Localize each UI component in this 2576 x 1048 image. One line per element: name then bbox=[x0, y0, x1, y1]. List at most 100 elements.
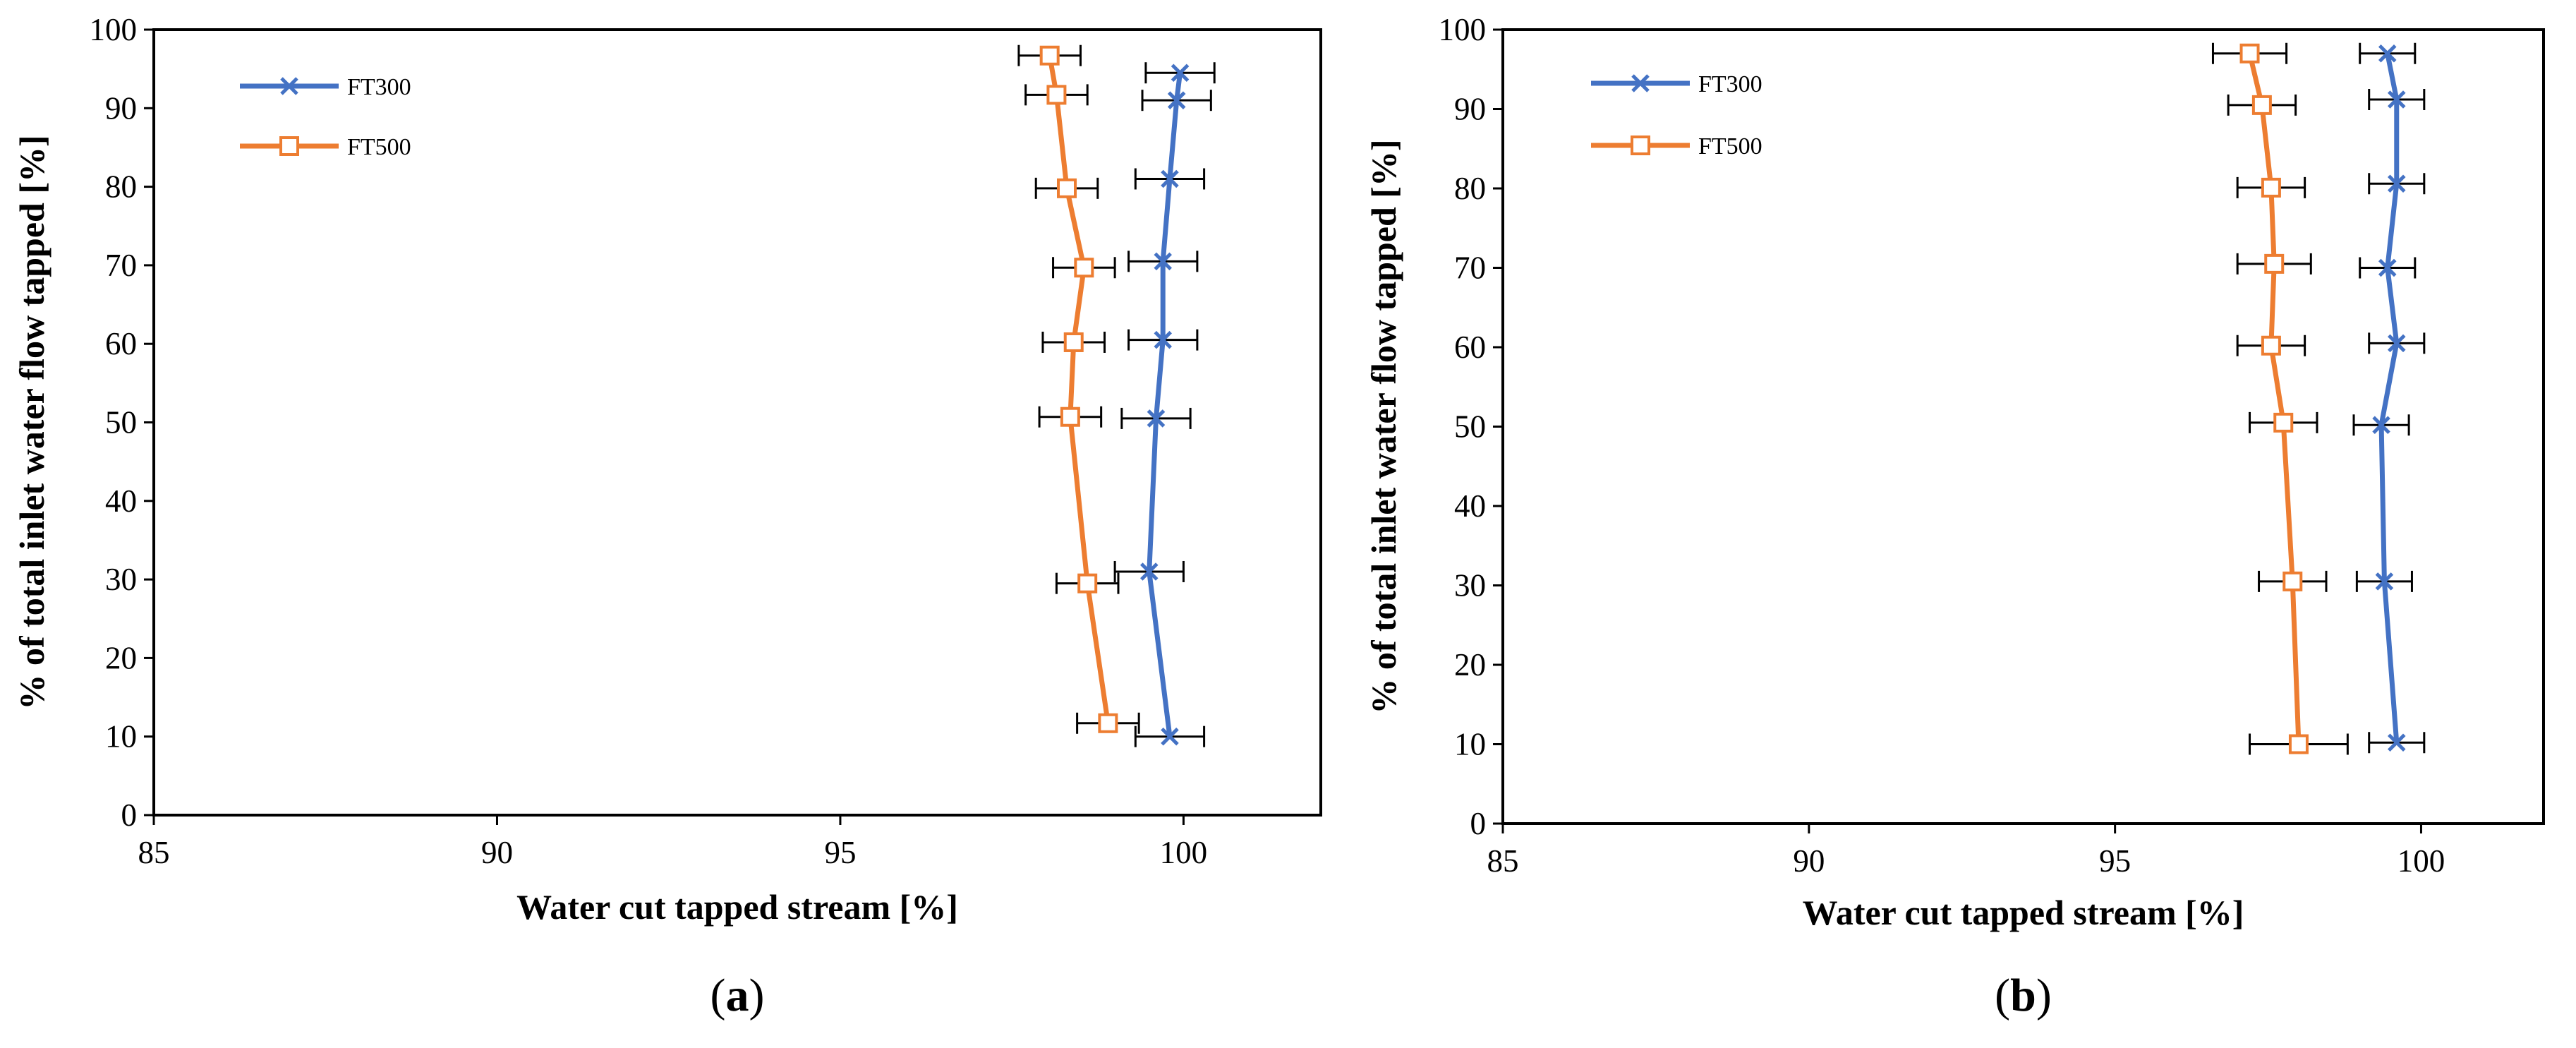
data-point bbox=[1098, 713, 1118, 733]
y-tick-label: 20 bbox=[1454, 647, 1486, 682]
panel-label: (b) bbox=[1995, 970, 2052, 1021]
legend-label: FT500 bbox=[1698, 133, 1762, 159]
x-tick-label: 85 bbox=[138, 835, 170, 870]
panel-b: 0 10 20 30 40 50 60 70 80 90 100 85 90 95 100 Water cut… bbox=[1364, 12, 2545, 1021]
panel-a: 0 10 20 30 40 50 60 70 80 90 100 85 90 95 100 Water cut… bbox=[12, 12, 1322, 1021]
y-tick-label: 20 bbox=[105, 640, 137, 675]
data-point-x bbox=[2387, 174, 2406, 193]
panel-label-open: ( bbox=[1995, 970, 2010, 1021]
y-tick-label: 30 bbox=[105, 562, 137, 597]
x-tick-label: 95 bbox=[2099, 843, 2131, 879]
legend-marker bbox=[1631, 74, 1650, 92]
series-line bbox=[2247, 52, 2302, 745]
data-point bbox=[1154, 252, 1172, 271]
data-point bbox=[1060, 406, 1080, 427]
legend-marker bbox=[1631, 135, 1650, 155]
data-point bbox=[2372, 416, 2390, 435]
legend-entry-ft300: FT300 bbox=[240, 74, 411, 100]
y-tick-label: 50 bbox=[1454, 409, 1486, 445]
series-line bbox=[1147, 72, 1183, 737]
y-axis-title: % of total inlet water flow tapped [%] bbox=[12, 135, 52, 709]
series-line bbox=[2378, 53, 2400, 743]
data-point bbox=[2375, 572, 2394, 591]
x-tick-label: 100 bbox=[1160, 835, 1208, 870]
y-tick-label: 40 bbox=[1454, 488, 1486, 524]
x-tick-label: 95 bbox=[824, 835, 856, 870]
y-tick-label: 0 bbox=[121, 797, 138, 833]
legend-label: FT500 bbox=[347, 134, 411, 160]
data-point bbox=[1077, 573, 1098, 594]
y-tick-label: 90 bbox=[105, 90, 137, 126]
panel-label: (a) bbox=[710, 970, 765, 1021]
data-point bbox=[2261, 177, 2281, 198]
data-point-x bbox=[1154, 252, 1172, 271]
data-point-x bbox=[1171, 64, 1190, 82]
y-tick-label: 80 bbox=[105, 169, 137, 205]
series-ft300 bbox=[2352, 42, 2426, 754]
data-point bbox=[1161, 727, 1179, 746]
panel-label-close: ) bbox=[2036, 970, 2052, 1021]
x-tick-label: 100 bbox=[2397, 843, 2445, 879]
legend-label: FT300 bbox=[347, 74, 411, 100]
data-point-x bbox=[1139, 562, 1159, 581]
y-tick-label: 70 bbox=[1454, 251, 1486, 286]
series-ft500 bbox=[1017, 44, 1140, 734]
y-axis-title: % of total inlet water flow tapped [%] bbox=[1364, 139, 1403, 713]
legend-entry-ft300: FT300 bbox=[1591, 71, 1762, 97]
data-point bbox=[2387, 733, 2406, 752]
data-point bbox=[2251, 95, 2272, 115]
data-point bbox=[2387, 174, 2406, 193]
series-ft300 bbox=[1113, 62, 1216, 747]
x-tick-label: 90 bbox=[1793, 843, 1825, 879]
data-point-x bbox=[1154, 330, 1172, 349]
panel-label-letter: b bbox=[2010, 970, 2036, 1021]
data-point bbox=[2378, 44, 2397, 63]
data-point bbox=[1039, 45, 1060, 66]
y-tick-label: 100 bbox=[1439, 12, 1487, 47]
panel-label-letter: a bbox=[726, 970, 749, 1021]
x-axis-title: Water cut tapped stream [%] bbox=[1803, 893, 2244, 932]
data-point-x bbox=[2372, 416, 2390, 435]
legend-entry-ft500: FT500 bbox=[240, 134, 411, 160]
y-tick-label: 70 bbox=[105, 248, 137, 283]
series-line bbox=[1047, 55, 1111, 724]
plot-frame bbox=[1501, 28, 2545, 825]
data-point bbox=[1147, 409, 1166, 428]
data-point-x bbox=[2378, 258, 2397, 277]
x-axis-title: Water cut tapped stream [%] bbox=[516, 887, 958, 927]
y-tick-label: 10 bbox=[105, 719, 137, 754]
y-tick-label: 60 bbox=[1454, 330, 1486, 365]
y-tick-label: 30 bbox=[1454, 568, 1486, 603]
legend-label: FT300 bbox=[1698, 71, 1762, 97]
y-tick-label: 50 bbox=[105, 405, 137, 440]
y-tick-label: 0 bbox=[1470, 806, 1487, 841]
data-point-x bbox=[1161, 169, 1179, 188]
series-ft500 bbox=[2211, 42, 2349, 755]
data-point bbox=[1063, 332, 1084, 352]
data-point bbox=[1057, 178, 1077, 198]
data-point bbox=[1046, 85, 1067, 105]
x-tick-label: 85 bbox=[1487, 843, 1519, 879]
legend-marker bbox=[279, 136, 299, 156]
data-point bbox=[1139, 562, 1159, 581]
x-tick-label: 90 bbox=[481, 835, 513, 870]
data-point bbox=[1171, 64, 1190, 82]
data-point bbox=[2239, 43, 2260, 64]
data-point-x bbox=[2387, 733, 2406, 752]
legend-marker bbox=[280, 77, 298, 95]
data-point bbox=[2387, 334, 2406, 353]
data-point bbox=[2282, 571, 2303, 591]
y-tick-label: 10 bbox=[1454, 727, 1486, 762]
data-point bbox=[1161, 169, 1179, 188]
y-tick-label: 100 bbox=[90, 12, 138, 47]
data-point bbox=[2288, 734, 2309, 754]
y-tick-label: 80 bbox=[1454, 171, 1486, 206]
y-tick-label: 60 bbox=[105, 326, 137, 361]
data-point bbox=[1154, 330, 1172, 349]
legend-entry-ft500: FT500 bbox=[1591, 133, 1762, 159]
y-tick-label: 90 bbox=[1454, 92, 1486, 127]
data-point bbox=[2273, 412, 2294, 433]
y-tick-label: 40 bbox=[105, 483, 137, 519]
panel-label-close: ) bbox=[749, 970, 765, 1021]
